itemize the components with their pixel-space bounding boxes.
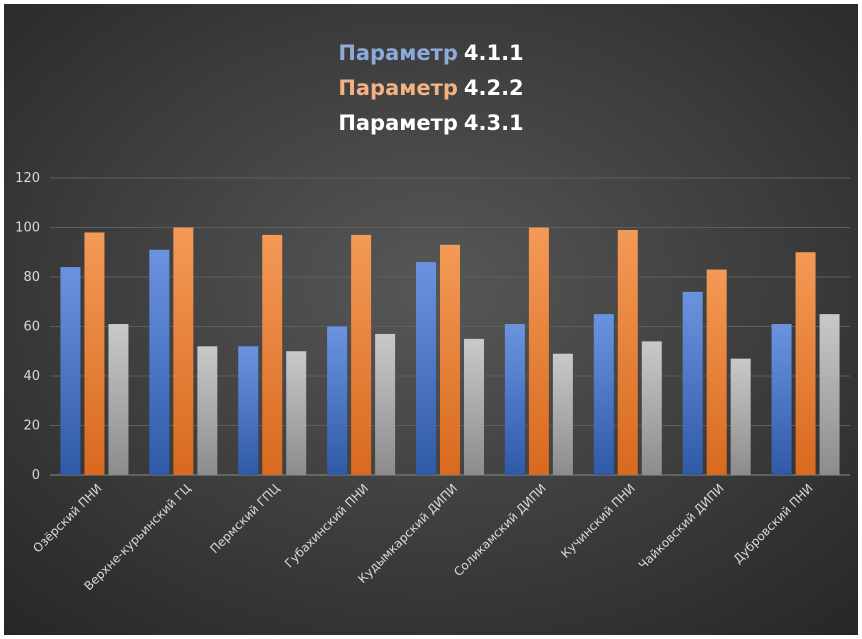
y-tick-label: 0 — [32, 468, 40, 483]
y-tick-label: 120 — [15, 171, 40, 186]
bar-series-3-3 — [286, 351, 307, 475]
bar-series-3-5 — [464, 338, 484, 475]
bar-series-2-8 — [706, 269, 727, 475]
title-line-1: Параметр 4.1.1 — [338, 41, 523, 65]
bar-series-2-1 — [84, 232, 105, 475]
bar-series-2-6 — [528, 227, 549, 475]
bar-series-1-3 — [238, 346, 259, 475]
title-line-3-code: 4.3.1 — [464, 111, 524, 135]
y-tick-label: 20 — [23, 419, 40, 434]
title-line-3-word: Параметр — [338, 111, 458, 135]
bar-series-3-4 — [375, 333, 396, 475]
y-tick-label: 100 — [15, 221, 40, 236]
bar-series-2-5 — [440, 244, 460, 475]
bar-series-3-8 — [730, 358, 751, 475]
bars — [60, 227, 840, 475]
bar-series-1-1 — [60, 267, 81, 475]
y-tick-label: 40 — [23, 369, 40, 384]
bar-chart: Параметр 4.1.1 Параметр 4.2.2 Параметр 4.3.… — [4, 4, 858, 635]
bar-series-1-9 — [771, 324, 792, 475]
bar-series-1-6 — [504, 324, 525, 475]
title-line-2-code: 4.2.2 — [464, 76, 524, 100]
y-tick-label: 60 — [23, 320, 40, 335]
chart-container: Параметр 4.1.1 Параметр 4.2.2 Параметр 4.3.… — [4, 4, 858, 635]
bar-series-2-2 — [173, 227, 194, 475]
title-line-1-code: 4.1.1 — [464, 41, 524, 65]
bar-series-2-4 — [351, 234, 372, 475]
bar-series-2-7 — [617, 229, 638, 475]
bar-series-1-8 — [682, 291, 703, 475]
bar-series-3-6 — [552, 353, 573, 475]
title-line-3: Параметр 4.3.1 — [338, 111, 523, 135]
title-line-2-word: Параметр — [338, 76, 458, 100]
bar-series-1-2 — [149, 249, 170, 475]
bar-series-3-2 — [197, 346, 218, 475]
bar-series-1-5 — [416, 262, 436, 475]
bar-series-3-9 — [819, 314, 840, 475]
bar-series-2-9 — [795, 252, 816, 475]
chart-title: Параметр 4.1.1 Параметр 4.2.2 Параметр 4.3.… — [338, 41, 523, 135]
bar-series-1-4 — [327, 326, 348, 475]
bar-series-1-7 — [593, 314, 614, 475]
bar-series-2-3 — [262, 234, 283, 475]
y-tick-label: 80 — [23, 270, 40, 285]
title-line-2: Параметр 4.2.2 — [338, 76, 523, 100]
y-axis: 0 20 40 60 80 100 120 — [15, 171, 40, 483]
bar-series-3-1 — [108, 324, 129, 475]
title-line-1-word: Параметр — [338, 41, 458, 65]
bar-series-3-7 — [641, 341, 662, 475]
